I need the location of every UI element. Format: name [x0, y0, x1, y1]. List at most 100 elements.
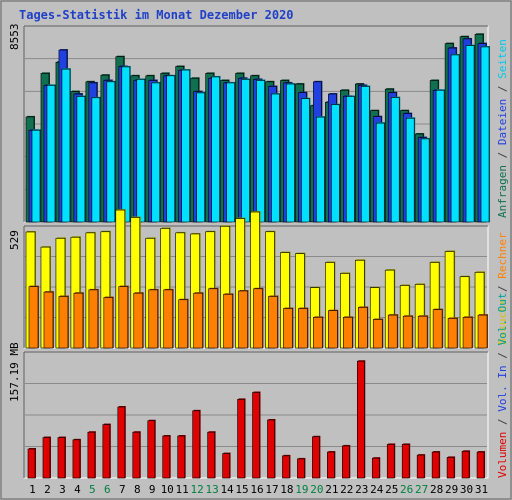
bar-volumen-day-29 — [446, 457, 455, 479]
legend-bottom-panel: Volumen / Vol. In / Vol. Out — [496, 293, 509, 478]
bar-volumen-day-22 — [342, 445, 350, 479]
bar-volumen-day-3 — [57, 437, 66, 479]
bar-volumen-day-10 — [162, 435, 171, 479]
bar-volumen-day-9 — [147, 420, 156, 479]
bar-rechner-day-17 — [268, 296, 278, 349]
bar-volumen-day-5 — [87, 431, 96, 479]
bar-rechner-day-20 — [313, 317, 323, 349]
x-tick-label-day-25: 25 — [385, 483, 398, 496]
bar-seiten-day-27 — [420, 138, 430, 223]
legend-part: Dateien — [496, 98, 509, 146]
bar-rechner-day-15 — [238, 290, 248, 349]
bar-rechner-day-3 — [58, 296, 69, 349]
bar-rechner-day-19 — [298, 308, 308, 349]
x-tick-label-day-5: 5 — [89, 483, 96, 496]
x-tick-label-day-29: 29 — [445, 483, 458, 496]
bar-seiten-day-12 — [196, 92, 205, 223]
bar-seiten-day-26 — [405, 117, 415, 223]
bar-volumen-day-2 — [42, 437, 51, 479]
bar-rechner-day-11 — [178, 299, 188, 349]
bar-rechner-day-12 — [193, 292, 203, 349]
legend-part: / — [496, 411, 509, 432]
bar-seiten-day-30 — [465, 45, 475, 223]
bar-seiten-day-1 — [31, 129, 41, 223]
bar-volumen-day-6 — [102, 424, 111, 479]
bar-seiten-day-3 — [61, 68, 71, 223]
bar-volumen-day-21 — [327, 451, 335, 479]
bar-volumen-day-18 — [282, 455, 290, 479]
bar-volumen-day-30 — [461, 450, 470, 479]
legend-part: Vol. Out — [496, 292, 509, 346]
bar-volumen-day-24 — [371, 457, 380, 479]
bar-seiten-day-19 — [301, 98, 310, 223]
legend-part: / — [496, 345, 509, 366]
x-tick-label-day-6: 6 — [104, 483, 111, 496]
x-tick-label-day-13: 13 — [205, 483, 218, 496]
bar-rechner-day-21 — [328, 310, 338, 349]
legend-part: Seiten — [496, 39, 509, 79]
x-tick-label-day-27: 27 — [415, 483, 428, 496]
bar-seiten-day-14 — [226, 82, 235, 223]
x-tick-label-day-31: 31 — [475, 483, 488, 496]
x-tick-label-day-16: 16 — [250, 483, 263, 496]
bar-seiten-day-2 — [46, 85, 56, 223]
y-axis-max-label: 529 — [8, 230, 21, 250]
bar-rechner-day-6 — [103, 297, 114, 349]
bar-seiten-day-20 — [316, 116, 325, 223]
x-tick-label-day-30: 30 — [460, 483, 473, 496]
bar-volumen-day-31 — [476, 451, 485, 479]
bar-seiten-day-8 — [136, 79, 146, 223]
bar-rechner-day-30 — [462, 317, 473, 349]
bar-volumen-day-15 — [237, 399, 245, 479]
x-tick-label-day-9: 9 — [149, 483, 156, 496]
x-tick-label-day-3: 3 — [59, 483, 66, 496]
bar-seiten-day-28 — [435, 89, 445, 223]
legend-part: / — [496, 78, 509, 99]
bar-volumen-day-25 — [386, 444, 395, 479]
x-tick-label-day-10: 10 — [161, 483, 174, 496]
bar-seiten-day-24 — [375, 122, 385, 223]
bar-volumen-day-13 — [207, 431, 215, 479]
bar-volumen-day-4 — [72, 439, 81, 479]
x-tick-label-day-20: 20 — [310, 483, 323, 496]
bar-volumen-day-27 — [416, 454, 425, 479]
bar-volumen-day-17 — [267, 419, 275, 479]
bar-seiten-day-10 — [166, 75, 176, 223]
chart-title: Tages-Statistik im Monat Dezember 2020 — [19, 8, 294, 22]
bar-seiten-day-9 — [151, 82, 161, 223]
x-tick-label-day-2: 2 — [44, 483, 51, 496]
legend-top-panel: Anfragen / Dateien / Seiten — [496, 39, 509, 218]
bar-volumen-day-16 — [252, 392, 260, 479]
bar-rechner-day-26 — [402, 315, 413, 349]
bar-rechner-day-24 — [372, 319, 383, 349]
x-tick-label-day-1: 1 — [29, 483, 36, 496]
x-tick-label-day-22: 22 — [340, 483, 353, 496]
bar-volumen-day-20 — [312, 436, 320, 479]
bar-seiten-day-5 — [91, 97, 101, 223]
x-tick-label-day-21: 21 — [325, 483, 338, 496]
bar-seiten-day-4 — [76, 96, 86, 223]
bar-seiten-day-17 — [271, 93, 280, 223]
bar-seiten-day-7 — [121, 66, 131, 223]
x-tick-label-day-12: 12 — [191, 483, 204, 496]
bar-volumen-day-11 — [177, 435, 185, 479]
bar-seiten-day-22 — [346, 96, 355, 223]
bar-seiten-day-29 — [450, 54, 460, 223]
x-tick-label-day-8: 8 — [134, 483, 141, 496]
legend-part: / — [496, 145, 509, 166]
bar-rechner-day-8 — [133, 292, 144, 349]
bar-volumen-day-14 — [222, 453, 230, 479]
bar-rechner-day-9 — [148, 289, 159, 349]
bar-rechner-day-16 — [253, 288, 263, 349]
bar-seiten-day-31 — [480, 46, 490, 223]
x-tick-label-day-28: 28 — [430, 483, 443, 496]
bar-volumen-day-7 — [117, 406, 126, 479]
bar-rechner-day-1 — [28, 286, 39, 349]
bar-seiten-day-16 — [256, 80, 265, 223]
bar-volumen-day-8 — [132, 431, 141, 479]
x-tick-label-day-19: 19 — [295, 483, 308, 496]
bar-rechner-day-13 — [208, 288, 218, 349]
legend-part: Vol. In — [496, 365, 509, 412]
